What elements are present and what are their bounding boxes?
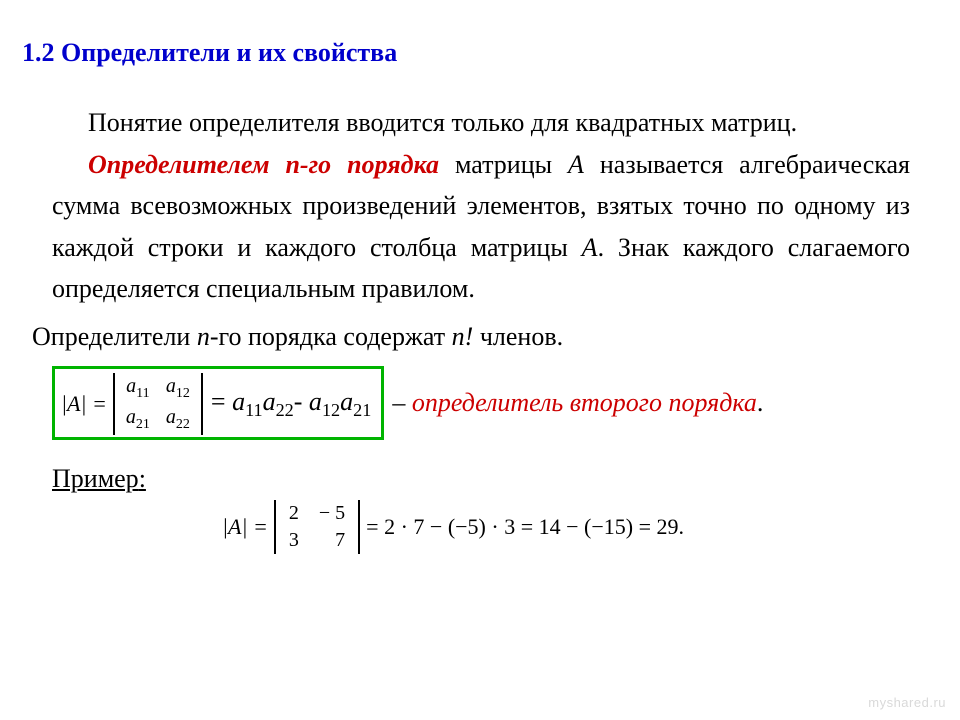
s11: 11 <box>245 400 263 420</box>
ex-cell-22: 7 <box>309 527 355 554</box>
matrix-cell-12: a12 <box>158 373 198 404</box>
note-line: Определители n-го порядка содержат n! чл… <box>32 322 910 352</box>
det-expansion: = a11a22- a12a21 <box>211 387 371 421</box>
a: a <box>166 375 176 397</box>
det-description: – определитель второго порядка. <box>392 388 763 418</box>
matrix-cell-22: a22 <box>158 404 198 435</box>
ex-cell-12: − 5 <box>309 500 355 527</box>
minus-a: - a <box>294 387 322 416</box>
matrix-cell-11: a11 <box>118 373 158 404</box>
example-word: Пример <box>52 464 139 493</box>
note-text-1: Определители <box>32 322 197 351</box>
note-n: n <box>197 322 210 351</box>
example-calc: |A| = 2 − 5 3 7 = 2 · 7 − (−5) · 3 = 14 … <box>222 500 910 554</box>
a: a <box>232 387 245 416</box>
example-colon: : <box>139 464 146 493</box>
a: a <box>126 375 136 397</box>
matrix-left-bar <box>113 373 115 435</box>
dash: – <box>392 388 412 417</box>
a: a <box>340 387 353 416</box>
slide-page: 1.2 Определители и их свойства Понятие о… <box>0 0 960 720</box>
matrix-cell-21: a21 <box>118 404 158 435</box>
note-text-3: членов. <box>473 322 563 351</box>
example-label: Пример: <box>52 464 910 494</box>
sub-22: 22 <box>176 417 190 432</box>
equals: = <box>211 387 232 416</box>
section-heading: 1.2 Определители и их свойства <box>22 38 910 68</box>
det-a-label: |A| = <box>61 391 107 417</box>
example-left-bar <box>274 500 276 554</box>
watermark: myshared.ru <box>868 695 946 710</box>
matrix-right-bar <box>201 373 203 435</box>
note-text-2: -го порядка содержат <box>210 322 452 351</box>
definition-term: Определителем n-го порядка <box>88 150 439 179</box>
example-matrix: 2 − 5 3 7 <box>274 500 360 554</box>
example-right-bar <box>358 500 360 554</box>
dot: . <box>757 388 764 417</box>
a: a <box>126 406 136 428</box>
definition-paragraph: Определителем n-го порядка матрицы A наз… <box>52 144 910 310</box>
definition-text-1: матрицы <box>439 150 568 179</box>
a: a <box>263 387 276 416</box>
ex-cell-11: 2 <box>279 500 309 527</box>
example-matrix-table: 2 − 5 3 7 <box>279 500 355 554</box>
matrix-symbol-a-2: A <box>582 233 598 262</box>
sub-12: 12 <box>176 386 190 401</box>
example-det-label: |A| = <box>222 514 268 540</box>
ex-cell-21: 3 <box>279 527 309 554</box>
sub-21: 21 <box>136 417 150 432</box>
matrix-2x2-table: a11 a12 a21 a22 <box>118 373 198 435</box>
matrix-2x2: a11 a12 a21 a22 <box>113 373 203 435</box>
det-2-order-label: определитель второго порядка <box>412 388 757 417</box>
formula-highlight-box: |A| = a11 a12 a21 a22 = a11a22- a12a21 <box>52 366 384 440</box>
determinant-2-row: |A| = a11 a12 a21 a22 = a11a22- a12a21 <box>52 366 910 440</box>
matrix-symbol-a: A <box>568 150 584 179</box>
a: a <box>166 406 176 428</box>
s22: 22 <box>276 400 294 420</box>
sub-11: 11 <box>136 386 149 401</box>
note-n-factorial: n! <box>452 322 474 351</box>
example-rhs: = 2 · 7 − (−5) · 3 = 14 − (−15) = 29. <box>366 514 684 540</box>
intro-paragraph: Понятие определителя вводится только для… <box>52 102 910 144</box>
s21: 21 <box>353 400 371 420</box>
s12: 12 <box>322 400 340 420</box>
